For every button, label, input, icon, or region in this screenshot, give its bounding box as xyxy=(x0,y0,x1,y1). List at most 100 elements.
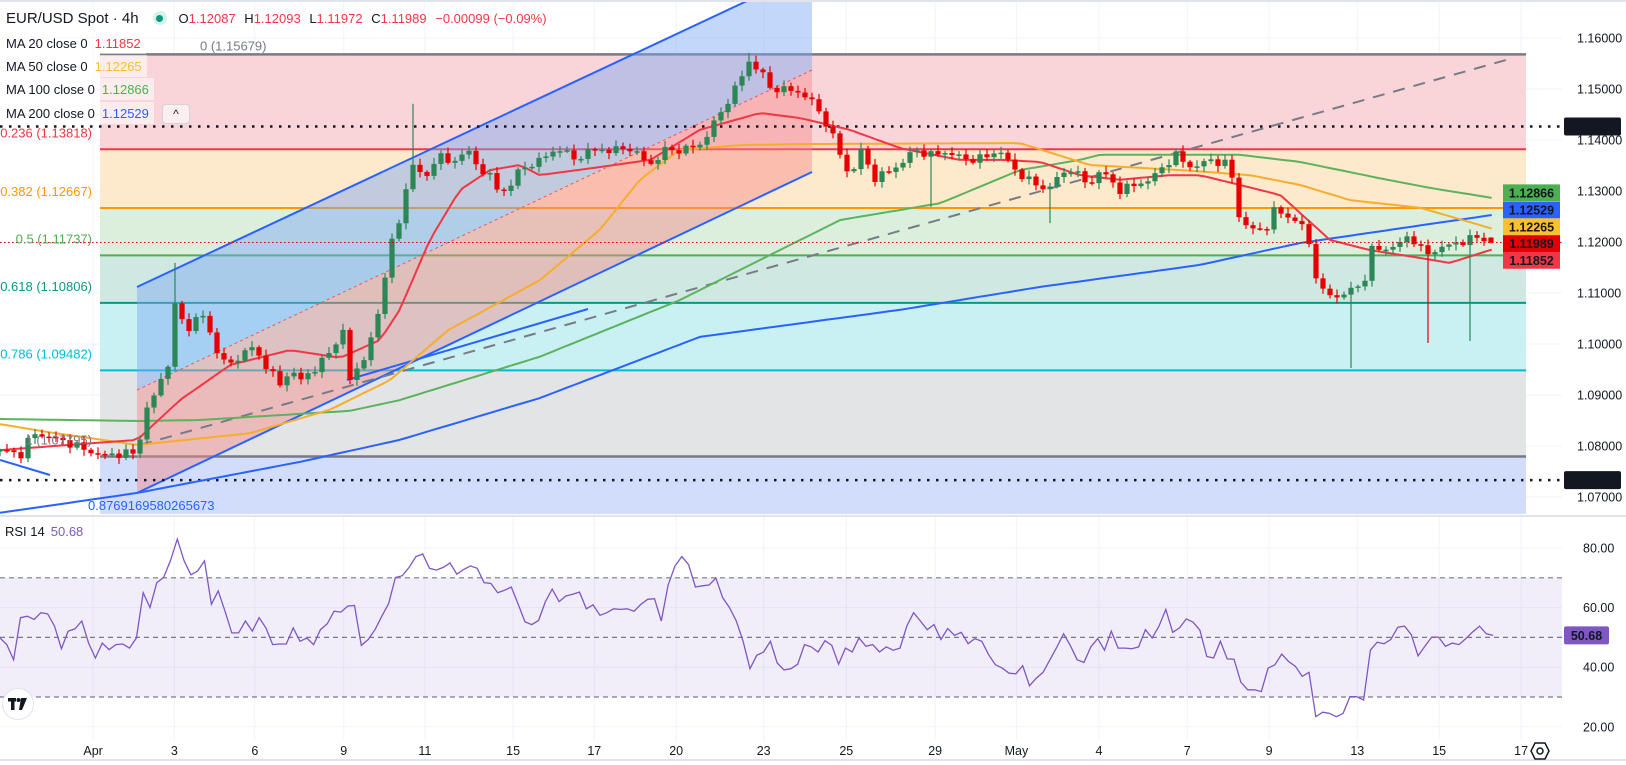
candle-body xyxy=(1488,237,1494,243)
candle-body xyxy=(753,61,759,70)
candle-body xyxy=(382,277,388,314)
ma200-line xyxy=(0,214,1492,514)
legend-ma200[interactable]: MA 200 close 0 1.12529 xyxy=(0,102,154,124)
symbol-header: EUR/USD Spot · 4h O1.12087 H1.12093 L1.1… xyxy=(6,8,552,28)
horizontal-line-price-label: 1.14264 xyxy=(1570,120,1615,134)
candle-body xyxy=(466,150,472,155)
candle-body xyxy=(158,378,164,396)
legend-ma20[interactable]: MA 20 close 0 1.11852 xyxy=(0,32,146,54)
candle-body xyxy=(207,315,213,333)
candle-body xyxy=(949,153,955,155)
candle-body xyxy=(494,173,500,190)
candle-body xyxy=(473,150,479,165)
candle-body xyxy=(340,329,346,345)
candle-body xyxy=(116,453,122,458)
rsi-band-fill xyxy=(0,577,1562,697)
change-value: −0.00099 (−0.09%) xyxy=(435,10,547,26)
market-status-icon[interactable] xyxy=(152,11,167,25)
candle-body xyxy=(739,76,745,86)
candle-body xyxy=(1075,171,1081,173)
candle-body xyxy=(200,315,206,318)
rsi-legend[interactable]: RSI 14 50.68 xyxy=(5,524,83,539)
price-label-box xyxy=(1564,117,1621,136)
candle-body xyxy=(781,86,787,93)
candle-body xyxy=(25,438,31,459)
time-tick-label: 3 xyxy=(171,744,178,758)
time-axis[interactable]: Apr 3 6 9 11 15 17 20 23 25 29 May 4 7 9 13 15 17 xyxy=(83,744,1528,758)
candle-body xyxy=(242,350,248,361)
tradingview-logo-icon[interactable] xyxy=(2,688,34,720)
candle-body xyxy=(459,154,465,161)
candle-body xyxy=(354,368,360,380)
candle-body xyxy=(557,151,563,153)
rsi-label: RSI 14 xyxy=(5,524,45,539)
candle-body xyxy=(1327,288,1333,296)
candle-body xyxy=(1369,245,1375,281)
candle-body xyxy=(795,90,801,93)
candle-body xyxy=(46,436,52,439)
candle-body xyxy=(809,97,815,100)
time-tick-label: 6 xyxy=(251,744,258,758)
price-marker-label: 1.12265 xyxy=(1509,220,1554,234)
price-tick-label: 1.15000 xyxy=(1577,83,1622,97)
collapse-legend-button[interactable]: ^ xyxy=(162,104,190,124)
candle-body xyxy=(193,317,199,332)
fib-level-label: 0.382 (1.12667) xyxy=(0,184,92,199)
candle-body xyxy=(844,154,850,172)
price-tick-label: 1.16000 xyxy=(1577,32,1622,46)
trend-line-short-left[interactable] xyxy=(0,459,51,476)
candle-body xyxy=(312,372,318,374)
price-tick-label: 1.14000 xyxy=(1577,134,1622,148)
candle-body xyxy=(1348,287,1354,295)
channel-middle-line[interactable] xyxy=(136,69,813,391)
candle-body xyxy=(1432,252,1438,255)
candle-body xyxy=(172,303,178,367)
candle-body xyxy=(1068,172,1074,175)
candle-body xyxy=(1243,217,1249,226)
candle-body xyxy=(669,146,675,151)
candle-body xyxy=(452,160,458,163)
ma200-value: 1.12529 xyxy=(101,105,149,121)
settings-gear-icon[interactable] xyxy=(1530,742,1550,760)
candle-body xyxy=(970,159,976,163)
price-tick-label: 1.10000 xyxy=(1577,338,1622,352)
legend-ma100[interactable]: MA 100 close 0 1.12866 xyxy=(0,78,154,100)
parallel-channel[interactable] xyxy=(136,0,813,494)
price-axis[interactable]: 1.14264 1.07331 1.16000 1.15000 1.14000 1.130… xyxy=(1503,32,1622,505)
ma50-line xyxy=(0,142,1492,446)
rsi-tick-label: 20.00 xyxy=(1583,720,1614,734)
legend-ma50[interactable]: MA 50 close 0 1.12265 xyxy=(0,55,147,77)
candle-body xyxy=(1222,159,1228,166)
candle-body xyxy=(935,151,941,155)
candle-body xyxy=(109,453,115,456)
candle-body xyxy=(88,449,94,454)
channel-upper-line[interactable] xyxy=(136,0,750,288)
candle-body xyxy=(858,148,864,170)
symbol-title[interactable]: EUR/USD Spot · 4h xyxy=(6,9,139,27)
candle-body xyxy=(235,360,241,363)
candle-body xyxy=(291,372,297,377)
candle-body xyxy=(634,151,640,153)
trend-line-dashed[interactable] xyxy=(139,57,1514,446)
candle-body xyxy=(165,366,171,379)
candle-body xyxy=(130,449,136,454)
candle-body xyxy=(403,189,409,224)
ma20-label: MA 20 close 0 xyxy=(6,35,88,51)
channel-lower-line[interactable] xyxy=(136,171,813,494)
time-tick-label: May xyxy=(1005,744,1029,758)
fib-extension-label: 0.8769169580265673 xyxy=(88,498,215,513)
ohlc-readout: O1.12087 H1.12093 L1.11972 C1.11989 −0.0… xyxy=(179,11,552,26)
trend-line-mid[interactable] xyxy=(346,308,589,381)
candle-body xyxy=(1117,182,1123,194)
candle-body xyxy=(725,103,731,113)
candle-body xyxy=(389,238,395,278)
candle-body xyxy=(1425,245,1431,255)
candle-body xyxy=(1320,278,1326,289)
rsi-value: 50.68 xyxy=(50,524,84,539)
candle-body xyxy=(529,166,535,169)
ma100-value: 1.12866 xyxy=(101,81,149,97)
candle-body xyxy=(396,223,402,239)
high-label: H xyxy=(244,10,254,26)
candle-body xyxy=(977,154,983,163)
